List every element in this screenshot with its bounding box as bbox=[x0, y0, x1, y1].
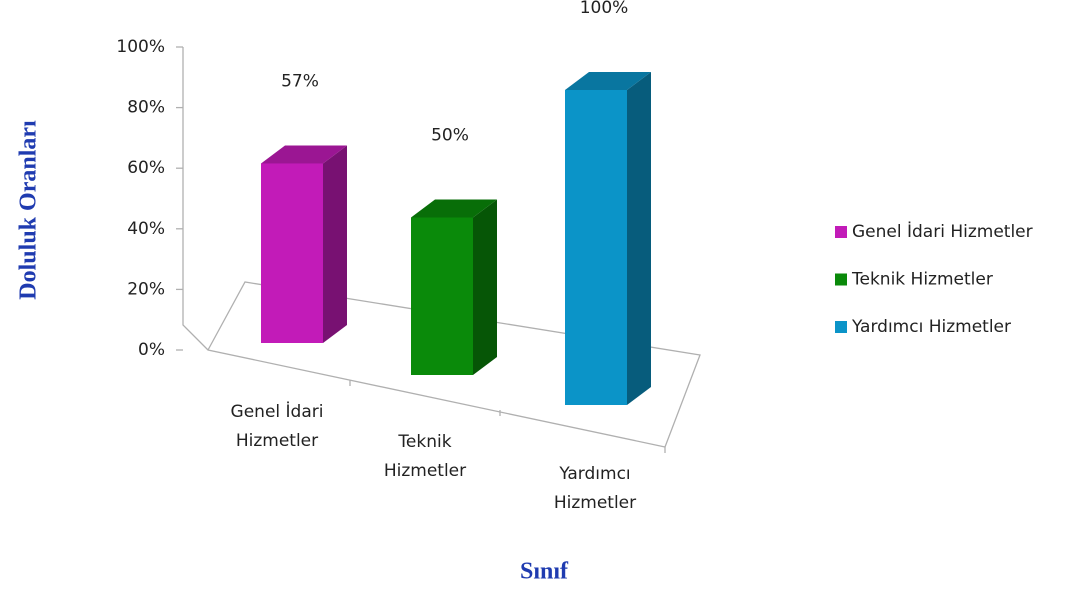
legend-swatch bbox=[835, 226, 847, 238]
legend-label: Genel İdari Hizmetler bbox=[852, 221, 1033, 242]
legend-swatch bbox=[835, 273, 847, 286]
bar-top bbox=[411, 199, 497, 218]
y-tick-label: 100% bbox=[116, 37, 165, 57]
x-tick-label: Genel İdari Hizmetler bbox=[230, 402, 324, 451]
x-tick-label: Yardımcı Hizmetler bbox=[553, 464, 637, 513]
legend-label: Teknik Hizmetler bbox=[851, 270, 993, 290]
y-tick-label: 80% bbox=[127, 98, 165, 118]
legend-label: Yardımcı Hizmetler bbox=[851, 317, 1011, 337]
x-tick-label: Teknik Hizmetler bbox=[383, 432, 467, 481]
y-axis-title: Doluluk Oranları bbox=[16, 120, 42, 300]
value-label: 57% bbox=[281, 71, 319, 91]
bar-side bbox=[323, 145, 347, 343]
legend-swatch bbox=[835, 321, 847, 333]
bar bbox=[411, 217, 473, 375]
bar-side bbox=[627, 72, 651, 405]
value-label: 50% bbox=[431, 126, 469, 146]
bar-side bbox=[473, 199, 497, 375]
x-axis-title: Sınıf bbox=[520, 559, 569, 585]
value-label: 100% bbox=[580, 0, 629, 18]
y-tick-label: 0% bbox=[138, 340, 165, 360]
bar bbox=[261, 163, 323, 343]
bar-top bbox=[565, 72, 651, 90]
y-tick-label: 20% bbox=[127, 279, 165, 299]
bar bbox=[565, 90, 627, 405]
x-tick-marks bbox=[349, 380, 666, 453]
y-tick-label: 60% bbox=[127, 158, 165, 178]
y-tick-label: 40% bbox=[127, 219, 165, 239]
bar-top bbox=[261, 145, 347, 164]
